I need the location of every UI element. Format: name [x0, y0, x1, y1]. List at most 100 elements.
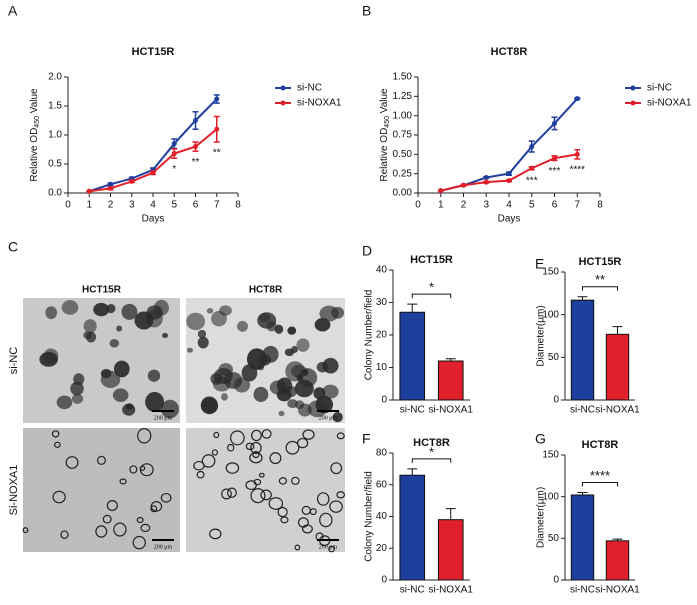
- panel-label: F: [362, 431, 371, 447]
- cell-colony: [274, 324, 284, 334]
- cell-colony: [209, 528, 222, 540]
- y-axis-label: Relative OD450 Value: [379, 88, 392, 182]
- error-bar: [612, 538, 623, 541]
- cell-colony: [268, 497, 284, 510]
- cell-colony: [285, 440, 300, 455]
- point: [86, 188, 92, 194]
- y-tick-label: 100: [542, 309, 559, 320]
- cell-colony: [336, 491, 345, 499]
- y-tick-label: 1.50: [393, 72, 413, 83]
- point: [574, 151, 580, 157]
- point: [108, 181, 113, 187]
- y-tick-label: 10: [376, 362, 388, 373]
- cell-colony: [316, 492, 330, 506]
- cell-colony: [249, 452, 263, 464]
- legend-label: si-NOXA1: [297, 98, 342, 109]
- cell-colony: [197, 336, 209, 349]
- cell-colony: [296, 437, 309, 449]
- cell-colony: [201, 454, 216, 468]
- cell-colony: [246, 348, 267, 370]
- legend-label: si-NC: [297, 83, 322, 94]
- y-label-tail: Value: [379, 88, 390, 116]
- x-tick-label: si-NC: [400, 585, 425, 596]
- panel-label: D: [362, 243, 372, 259]
- cell-colony: [302, 524, 313, 534]
- cell-colony: [287, 326, 297, 335]
- y-axis-label: Colony Number/field: [364, 471, 375, 562]
- y-tick-label: 1.00: [393, 110, 413, 121]
- cell-colony: [113, 522, 127, 537]
- significance: ***: [526, 175, 538, 186]
- cell-colony: [328, 545, 335, 553]
- y-tick-label: 0.00: [393, 188, 413, 199]
- panel-label: B: [362, 3, 371, 19]
- chart-title: HCT15R: [132, 46, 175, 58]
- y-tick-label: 60: [376, 479, 388, 490]
- cell-colony: [301, 505, 311, 515]
- x-tick-label: 7: [574, 200, 580, 211]
- cell-colony: [45, 306, 58, 320]
- legend-marker: [630, 100, 636, 106]
- y-tick-label: 2.0: [48, 72, 62, 83]
- y-tick-label: 50: [548, 533, 560, 544]
- cell-colony: [200, 397, 219, 414]
- significance-bracket: [582, 482, 618, 487]
- x-tick-label: 1: [86, 200, 92, 211]
- bar: [437, 360, 464, 401]
- cell-colony: [319, 512, 333, 528]
- y-tick-label: 1.0: [48, 130, 62, 141]
- cell-colony: [112, 388, 129, 402]
- cell-colony: [332, 412, 343, 423]
- cell-colony: [139, 463, 154, 477]
- cell-colony: [147, 369, 161, 382]
- cell-colony: [250, 441, 262, 454]
- cell-colony: [226, 487, 237, 498]
- cell-colony: [336, 432, 345, 440]
- error-bar: [407, 303, 418, 313]
- cell-colony: [83, 331, 92, 340]
- cell-colony: [121, 303, 138, 320]
- cell-colony: [253, 478, 262, 486]
- cell-colony: [83, 319, 97, 334]
- x-tick-label: 2: [108, 200, 114, 211]
- cell-colony: [93, 302, 110, 317]
- cell-colony: [280, 516, 289, 524]
- cell-colony: [186, 312, 206, 331]
- x-tick-label: 5: [171, 200, 177, 211]
- cell-colony: [291, 345, 298, 353]
- cell-colony: [319, 305, 339, 322]
- bar: [570, 494, 595, 581]
- cell-colony: [313, 387, 326, 400]
- cell-colony: [102, 514, 112, 524]
- x-tick-label: 7: [214, 200, 220, 211]
- legend-label: si-NC: [647, 83, 672, 94]
- y-tick-label: 40: [376, 511, 388, 522]
- cell-colony: [145, 391, 165, 413]
- x-axis-label: Days: [142, 214, 165, 225]
- column-label: HCT15R: [82, 285, 122, 296]
- cell-colony: [150, 501, 163, 512]
- y-tick-label: 30: [376, 297, 388, 308]
- x-tick-label: si-NOXA1: [595, 405, 640, 416]
- x-tick-label: 8: [597, 200, 603, 211]
- cell-colony: [109, 338, 120, 348]
- cell-colony: [250, 488, 266, 504]
- panel-label: G: [535, 431, 546, 447]
- cell-colony: [251, 429, 262, 442]
- significance: *: [172, 164, 176, 175]
- point: [552, 155, 557, 161]
- y-tick-label: 0: [381, 395, 387, 406]
- point: [150, 170, 156, 176]
- cell-colony: [230, 430, 245, 446]
- y-label-sub: 450: [384, 116, 391, 128]
- chart-title: HCT8R: [413, 437, 450, 449]
- point: [108, 185, 113, 191]
- y-label-tail: Value: [29, 88, 40, 116]
- point: [529, 144, 535, 150]
- cell-colony: [329, 500, 343, 513]
- cell-colony: [287, 399, 298, 409]
- x-tick-label: 8: [235, 200, 241, 211]
- legend-marker: [630, 85, 636, 91]
- significance: **: [595, 272, 605, 287]
- cell-colony: [245, 442, 255, 451]
